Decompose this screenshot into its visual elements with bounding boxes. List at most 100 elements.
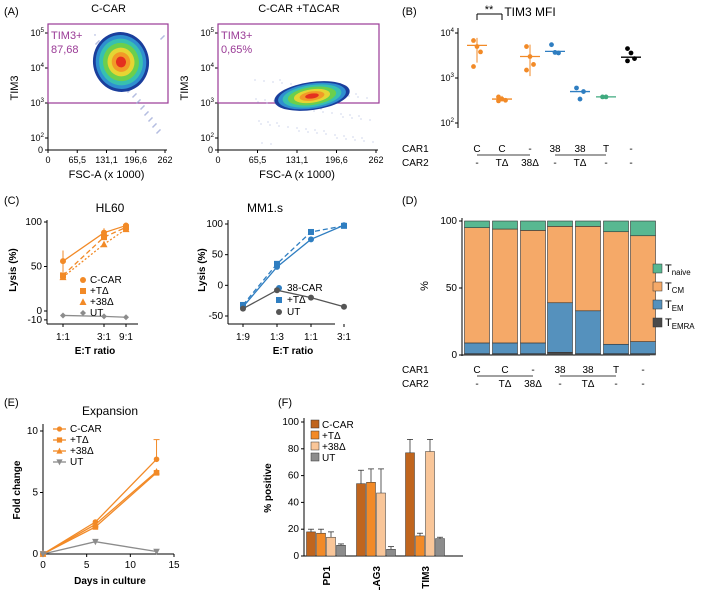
x-axis-title: FSC-A (x 1000)	[69, 169, 145, 181]
event-dot	[267, 121, 269, 123]
event-dot	[336, 137, 338, 139]
significance-marker: **	[485, 4, 494, 16]
y-tick-label: 100	[282, 417, 299, 428]
plot-title: HL60	[96, 201, 125, 215]
event-dot	[157, 131, 159, 133]
y-tick-label: -50	[209, 311, 224, 322]
legend-label: +TΔ	[70, 435, 89, 446]
event-dot	[137, 101, 139, 103]
legend-swatch	[310, 441, 320, 451]
event-dot	[290, 83, 292, 85]
x-tick-label: 196,6	[325, 155, 348, 165]
y-tick-label: 104	[440, 27, 454, 38]
data-point	[308, 294, 314, 301]
data-point	[153, 456, 160, 463]
bar	[405, 452, 415, 557]
bar	[336, 545, 346, 557]
y-tick-label: 0	[38, 145, 43, 155]
event-dot	[345, 138, 347, 140]
stacked-bar-segment	[630, 220, 656, 237]
legend-label: +38Δ	[70, 446, 94, 457]
event-dot	[139, 99, 141, 101]
event-dot	[269, 124, 271, 126]
legend-swatch	[652, 317, 663, 328]
plot-title: MM1.s	[247, 201, 283, 215]
event-dot	[276, 122, 278, 124]
x-tick-label: 0	[45, 155, 50, 165]
event-dot	[159, 129, 161, 131]
event-dot	[150, 118, 152, 120]
bar	[366, 482, 376, 557]
panel-label: (D)	[402, 195, 417, 207]
cell-population	[92, 32, 150, 92]
car1-label: C	[473, 365, 480, 376]
event-dot	[296, 127, 298, 129]
data-point	[496, 94, 501, 100]
legend-marker	[80, 288, 86, 294]
legend-swatch	[310, 430, 320, 440]
stacked-bar-segment	[547, 352, 573, 356]
legend-label: +TΔ	[90, 286, 109, 297]
stacked-bar-segment	[575, 220, 601, 227]
plot-title: Expansion	[82, 404, 138, 418]
stacked-bar-segment	[547, 302, 573, 353]
event-dot	[97, 41, 99, 43]
data-point	[478, 49, 483, 55]
data-point	[274, 287, 280, 294]
data-point	[549, 42, 554, 48]
y-tick-label: 100	[440, 216, 457, 227]
event-dot	[154, 124, 156, 126]
x-tick-label: 10	[125, 560, 137, 571]
series-line	[242, 224, 345, 308]
y-tick-label: 0	[36, 306, 42, 317]
y-axis-title: Fold change	[12, 460, 23, 519]
event-dot	[132, 96, 134, 98]
y-tick-label: 0	[451, 350, 457, 361]
y-axis-title: TIM3	[179, 75, 191, 100]
event-dot	[361, 137, 363, 139]
data-point	[524, 67, 529, 73]
car1-label: -	[641, 365, 644, 376]
car1-label: 38	[554, 365, 566, 376]
y-axis-title: Lysis (%)	[8, 248, 19, 292]
car1-label: C	[498, 144, 505, 155]
event-dot	[146, 112, 148, 114]
legend-label: +38Δ	[90, 297, 114, 308]
event-dot	[152, 126, 154, 128]
gate-box	[47, 23, 169, 104]
data-point	[39, 551, 47, 558]
event-dot	[94, 34, 96, 36]
data-point	[100, 240, 108, 248]
event-dot	[352, 136, 354, 138]
car1-label: -	[629, 144, 632, 155]
y-tick-label: 103	[30, 97, 44, 108]
data-point	[153, 548, 160, 556]
legend-label: TEMRA	[665, 317, 695, 331]
x-tick-label: 3:1	[337, 332, 351, 343]
data-point	[471, 64, 476, 69]
y-tick-label: 80	[288, 444, 300, 455]
stacked-bar-segment	[603, 231, 629, 345]
row-label: CAR1	[402, 144, 429, 155]
stacked-bar-segment	[492, 228, 518, 344]
event-dot	[273, 100, 275, 102]
y-tick-label: 0	[32, 549, 38, 560]
bar	[415, 535, 425, 557]
legend-marker	[80, 310, 86, 316]
legend-swatch	[652, 281, 663, 292]
legend-marker	[276, 297, 282, 303]
gate-value: 0,65%	[221, 44, 252, 56]
event-dot	[263, 80, 265, 82]
row-label: CAR2	[402, 158, 429, 169]
car2-label: TΔ	[574, 158, 587, 169]
x-tick-label: 131,1	[286, 155, 309, 165]
car1-label: 38	[582, 365, 594, 376]
plot-title: TIM3 MFI	[504, 5, 555, 19]
event-dot	[307, 131, 309, 133]
event-dot	[305, 128, 307, 130]
x-tick-label: 0	[215, 155, 220, 165]
car2-label: TΔ	[496, 158, 509, 169]
data-point	[474, 44, 480, 49]
event-dot	[366, 97, 368, 99]
event-dot	[257, 101, 259, 103]
